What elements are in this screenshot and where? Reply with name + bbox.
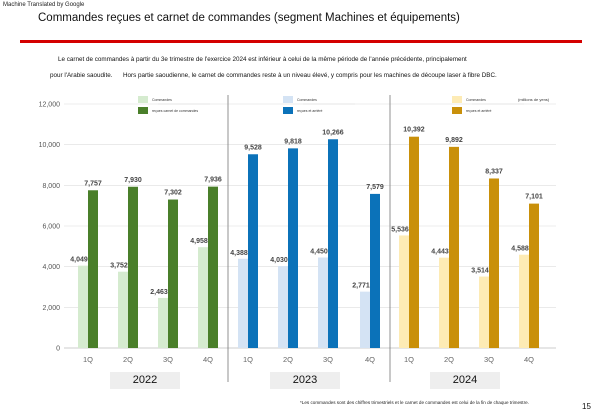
backlog-data-label: 9,818 [284, 138, 302, 145]
orders-bar [198, 247, 208, 348]
legend-item: Commandes [138, 96, 172, 103]
x-tick-label: 3Q [484, 355, 494, 364]
legend-label: Commandes [466, 97, 486, 102]
orders-data-label: 4,588 [511, 246, 529, 253]
legend-item: reçues et arriéré [283, 107, 322, 114]
backlog-data-label: 7,930 [124, 177, 142, 184]
backlog-bar [409, 136, 419, 348]
legend-swatch [283, 96, 293, 103]
backlog-data-label: 9,528 [244, 144, 262, 151]
footnote: *Les commandes sont des chiffres trimest… [300, 400, 529, 405]
backlog-bar [168, 199, 178, 348]
legend-swatch [138, 96, 148, 103]
x-tick-label: 3Q [163, 355, 173, 364]
backlog-bar [328, 139, 338, 348]
orders-data-label: 4,958 [190, 238, 208, 245]
year-label: 2023 [270, 372, 340, 389]
page-title: Commandes reçues et carnet de commandes … [38, 12, 460, 24]
page-number: 15 [582, 402, 591, 411]
backlog-data-label: 7,936 [204, 177, 222, 184]
backlog-bar [248, 154, 258, 348]
orders-bar [519, 254, 529, 348]
orders-data-label: 2,771 [352, 283, 370, 290]
orders-data-label: 3,514 [471, 268, 489, 275]
x-tick-label: 4Q [203, 355, 213, 364]
backlog-bar [529, 203, 539, 348]
x-tick-label: 2Q [283, 355, 293, 364]
orders-data-label: 5,536 [391, 226, 409, 233]
backlog-bar [449, 146, 459, 348]
y-tick-label: 10,000 [39, 142, 61, 149]
backlog-bar [288, 148, 298, 348]
legend-item: reçues carnet de commandes [138, 107, 198, 114]
x-tick-label: 1Q [243, 355, 253, 364]
backlog-data-label: 10,266 [322, 129, 344, 136]
orders-bar [278, 266, 288, 348]
orders-bar [439, 257, 449, 348]
backlog-data-label: 10,392 [403, 127, 425, 134]
legend-swatch [452, 96, 462, 103]
orders-data-label: 4,049 [70, 257, 88, 264]
units-label: (millions de yens) [518, 97, 550, 102]
x-tick-label: 2Q [123, 355, 133, 364]
backlog-bar [370, 193, 380, 348]
orders-bar [118, 271, 128, 348]
title-divider [20, 40, 582, 43]
legend-label: reçues et arriéré [297, 108, 323, 113]
orders-data-label: 4,443 [431, 249, 449, 256]
y-tick-label: 6,000 [42, 224, 60, 231]
orders-data-label: 4,388 [230, 250, 248, 257]
legend-swatch [138, 107, 148, 114]
orders-bar [158, 297, 168, 348]
orders-data-label: 4,450 [310, 249, 328, 256]
legend-label: Commandes [297, 97, 317, 102]
y-tick-label: 8,000 [42, 183, 60, 190]
legend-swatch [283, 107, 293, 114]
backlog-bar [208, 186, 218, 348]
x-tick-label: 4Q [524, 355, 534, 364]
legend-item: Commandes [283, 96, 317, 103]
y-tick-label: 4,000 [42, 264, 60, 271]
machine-translated-note: Machine Translated by Google [3, 2, 85, 8]
legend-swatch [452, 107, 462, 114]
backlog-data-label: 7,101 [525, 194, 543, 201]
x-tick-label: 1Q [404, 355, 414, 364]
legend-item: reçues et arriéré [452, 107, 491, 114]
backlog-data-label: 7,757 [84, 180, 102, 187]
backlog-bar [128, 186, 138, 348]
legend-item: Commandes [452, 96, 486, 103]
legend-label: Commandes [152, 97, 172, 102]
orders-bar [318, 257, 328, 348]
x-tick-label: 3Q [323, 355, 333, 364]
orders-bar [399, 235, 409, 348]
orders-bar [360, 291, 370, 348]
backlog-data-label: 8,337 [485, 168, 503, 175]
backlog-bar [489, 178, 499, 348]
x-tick-label: 4Q [365, 355, 375, 364]
x-tick-label: 2Q [444, 355, 454, 364]
orders-bar [78, 265, 88, 348]
year-label: 2024 [430, 372, 500, 389]
y-tick-label: 12,000 [39, 102, 61, 109]
legend-label: reçues carnet de commandes [152, 108, 199, 113]
backlog-data-label: 7,579 [366, 184, 384, 191]
x-tick-label: 1Q [83, 355, 93, 364]
orders-bar [479, 276, 489, 348]
year-label: 2022 [110, 372, 180, 389]
orders-data-label: 2,463 [150, 289, 168, 296]
orders-data-label: 3,752 [110, 263, 128, 270]
description-line-2: pour l'Arabie saoudite. Hors partie saou… [50, 72, 497, 79]
backlog-bar [88, 190, 98, 348]
orders-bar [238, 258, 248, 348]
backlog-data-label: 7,302 [164, 190, 182, 197]
orders-data-label: 4,030 [270, 257, 288, 264]
y-tick-label: 0 [56, 346, 60, 353]
description-line-1: Le carnet de commandes à partir du 3e tr… [58, 56, 467, 63]
backlog-data-label: 9,892 [445, 137, 463, 144]
y-tick-label: 2,000 [42, 305, 60, 312]
legend-label: reçues et arriéré [466, 108, 492, 113]
